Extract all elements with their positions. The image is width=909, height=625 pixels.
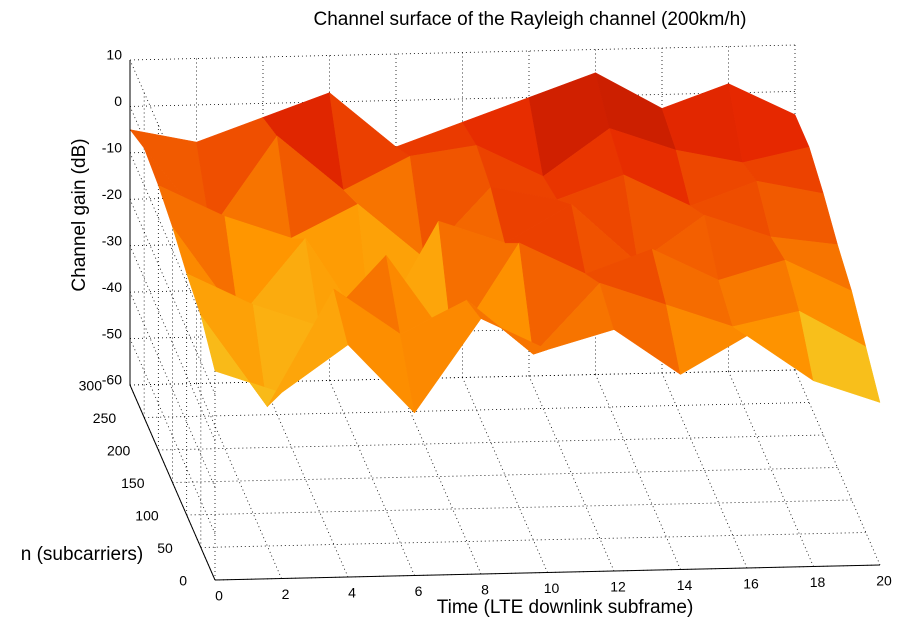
x-axis-label: Time (LTE downlink subframe) [437, 597, 694, 618]
grid-line [129, 44, 796, 61]
x-tick-label: 0 [215, 588, 223, 604]
z-tick-label: -20 [102, 186, 122, 202]
grid-line [158, 434, 824, 451]
z-tick-label: -50 [102, 325, 122, 341]
y-tick-label: 250 [93, 410, 117, 426]
x-tick-label: 4 [348, 585, 356, 601]
y-axis-label: n (subcarriers) [21, 544, 143, 565]
z-tick-label: -10 [102, 140, 122, 156]
y-tick-label: 50 [157, 540, 173, 556]
y-tick-label: 150 [121, 475, 145, 491]
x-tick-label: 14 [677, 577, 693, 593]
x-tick-label: 12 [610, 579, 626, 595]
x-tick-label: 18 [810, 574, 826, 590]
grid-line [172, 467, 838, 483]
grid-line [728, 371, 814, 567]
y-tick-label: 300 [79, 378, 103, 394]
grid-line [595, 374, 681, 570]
grid-line [144, 402, 810, 418]
chart-title: Channel surface of the Rayleigh channel … [313, 9, 746, 30]
x-tick-label: 20 [876, 573, 892, 589]
grid-line [395, 378, 482, 575]
grid-line [196, 383, 282, 579]
surface-patch [798, 310, 881, 403]
y-tick-label: 100 [135, 508, 159, 524]
z-axis-label: Channel gain (dB) [69, 138, 90, 291]
x-axis [214, 564, 881, 581]
z-tick-label: 10 [106, 47, 122, 63]
x-tick-label: 8 [481, 582, 489, 598]
grid-line [329, 380, 415, 576]
y-axis [129, 384, 216, 581]
x-tick-label: 6 [415, 583, 423, 599]
grid-line [129, 91, 796, 107]
z-tick-label: 0 [114, 93, 122, 109]
x-tick-label: 16 [743, 576, 759, 592]
z-tick-label: -40 [102, 279, 122, 295]
x-tick-label: 10 [544, 580, 560, 596]
grid-line [186, 499, 852, 516]
grid-line [262, 381, 349, 578]
y-tick-label: 0 [179, 573, 187, 589]
grid-line [129, 369, 796, 386]
z-tick-label: -60 [102, 372, 122, 388]
y-tick-label: 200 [107, 443, 131, 459]
z-tick-label: -30 [102, 232, 122, 248]
grid-line [129, 338, 216, 534]
x-tick-label: 2 [282, 586, 290, 602]
grid-line [200, 532, 866, 548]
grid-line [528, 375, 615, 572]
grid-line [794, 369, 881, 566]
